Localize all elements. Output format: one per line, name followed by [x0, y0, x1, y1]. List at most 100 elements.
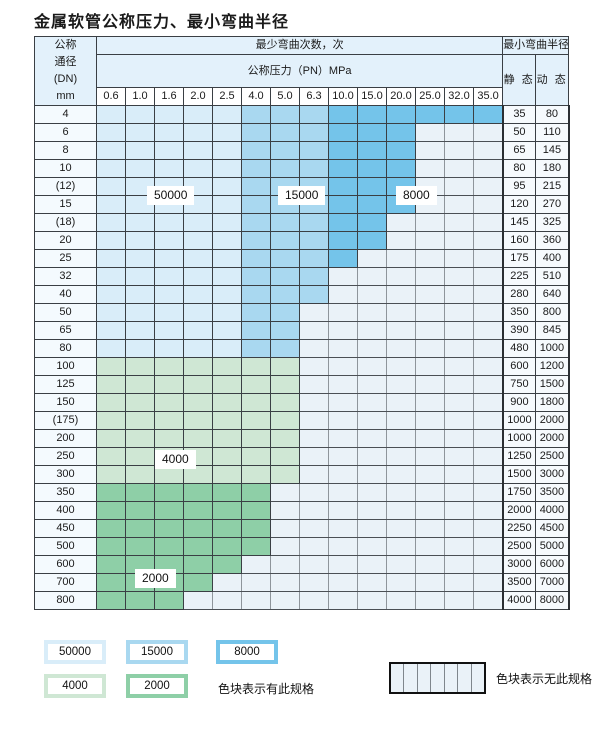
- grid-cell-empty: [357, 375, 387, 394]
- radius-dynamic-cell: 180: [535, 159, 570, 178]
- grid-cell-filled: [96, 339, 126, 358]
- pressure-col-header: 10.0: [328, 87, 358, 106]
- radius-static-cell: 3500: [501, 573, 537, 592]
- grid-cell-empty: [415, 429, 445, 448]
- grid-cell-empty: [472, 501, 504, 520]
- grid-cell-filled: [96, 555, 126, 574]
- dn-header-line-1: 公称: [54, 39, 77, 51]
- table-row: 350 1750 3500: [34, 483, 570, 502]
- grid-cell-filled: [212, 501, 242, 520]
- grid-cell-filled: [96, 357, 126, 376]
- grid-cell-filled: [96, 465, 126, 484]
- radius-static-cell: 2250: [501, 519, 537, 538]
- radius-static-cell: 4000: [501, 591, 537, 610]
- grid-cell-empty: [328, 573, 358, 592]
- grid-cell-filled: [241, 249, 271, 268]
- radius-static-cell: 350: [501, 303, 537, 322]
- grid-cell-filled: [241, 177, 271, 196]
- radius-dynamic-cell: 215: [535, 177, 570, 196]
- radius-dynamic-cell: 110: [535, 123, 570, 142]
- grid-cell-empty: [270, 591, 300, 610]
- grid-cell-empty: [415, 231, 445, 250]
- grid-cell-empty: [444, 537, 474, 556]
- grid-cell-filled: [241, 393, 271, 412]
- grid-cell-filled: [96, 501, 126, 520]
- grid-cell-empty: [415, 357, 445, 376]
- grid-cell-empty: [299, 573, 329, 592]
- radius-dynamic-cell: 4500: [535, 519, 570, 538]
- radius-static-cell: 390: [501, 321, 537, 340]
- grid-cell-filled: [299, 123, 329, 142]
- grid-cell-filled: [270, 429, 300, 448]
- grid-cell-filled: [125, 393, 155, 412]
- radius-static-cell: 750: [501, 375, 537, 394]
- pressure-col-header: 1.0: [125, 87, 155, 106]
- grid-cell-filled: [212, 411, 242, 430]
- grid-cell-filled: [125, 375, 155, 394]
- table-row: 20 160 360: [34, 231, 570, 250]
- grid-cell-filled: [270, 231, 300, 250]
- grid-cell-filled: [270, 357, 300, 376]
- radius-dynamic-cell: 2000: [535, 429, 570, 448]
- grid-cell-empty: [444, 303, 474, 322]
- grid-cell-filled: [96, 591, 126, 610]
- grid-cell-filled: [241, 519, 271, 538]
- radius-static-cell: 80: [501, 159, 537, 178]
- grid-cell-filled: [270, 249, 300, 268]
- grid-cell-filled: [96, 537, 126, 556]
- pressure-col-header: 4.0: [241, 87, 271, 106]
- grid-cell-empty: [386, 303, 416, 322]
- grid-cell-filled: [154, 321, 184, 340]
- region-value-tag: 15000: [278, 186, 326, 205]
- grid-cell-filled: [96, 573, 126, 592]
- grid-cell-empty: [444, 285, 474, 304]
- grid-cell-empty: [444, 213, 474, 232]
- grid-cell-empty: [386, 537, 416, 556]
- grid-cell-filled: [183, 249, 213, 268]
- grid-cell-filled: [183, 141, 213, 160]
- radius-dynamic-cell: 4000: [535, 501, 570, 520]
- grid-cell-empty: [328, 537, 358, 556]
- grid-cell-empty: [299, 357, 329, 376]
- dn-value-cell: 65: [34, 321, 97, 340]
- grid-cell-filled: [357, 195, 387, 214]
- grid-cell-filled: [212, 303, 242, 322]
- table-row: 200 1000 2000: [34, 429, 570, 448]
- grid-cell-empty: [386, 429, 416, 448]
- grid-cell-filled: [357, 159, 387, 178]
- grid-cell-filled: [154, 411, 184, 430]
- grid-cell-filled: [96, 159, 126, 178]
- grid-cell-empty: [212, 573, 242, 592]
- grid-cell-empty: [299, 537, 329, 556]
- grid-cell-filled: [125, 501, 155, 520]
- grid-cell-filled: [357, 213, 387, 232]
- grid-cell-empty: [357, 573, 387, 592]
- grid-cell-filled: [472, 105, 504, 124]
- grid-cell-empty: [415, 249, 445, 268]
- dn-value-cell: 15: [34, 195, 97, 214]
- grid-cell-empty: [472, 573, 504, 592]
- grid-cell-filled: [125, 231, 155, 250]
- pressure-col-header: 6.3: [299, 87, 329, 106]
- grid-cell-empty: [444, 195, 474, 214]
- radius-dynamic-cell: 1200: [535, 357, 570, 376]
- grid-cell-empty: [299, 591, 329, 610]
- grid-cell-empty: [328, 429, 358, 448]
- grid-cell-filled: [212, 555, 242, 574]
- grid-cell-filled: [328, 141, 358, 160]
- spec-table-container: 公称 通径 (DN) mm 最少弯曲次数，次 最小弯曲半径 公称压力（PN）MP…: [34, 36, 570, 610]
- grid-cell-empty: [472, 177, 504, 196]
- radius-static-cell: 1000: [501, 429, 537, 448]
- grid-cell-empty: [415, 573, 445, 592]
- grid-cell-empty: [415, 267, 445, 286]
- grid-cell-filled: [125, 429, 155, 448]
- grid-cell-filled: [212, 231, 242, 250]
- grid-cell-filled: [299, 105, 329, 124]
- table-row: 500 2500 5000: [34, 537, 570, 556]
- radius-static-cell: 2000: [501, 501, 537, 520]
- grid-cell-filled: [154, 285, 184, 304]
- grid-cell-filled: [386, 141, 416, 160]
- grid-cell-filled: [183, 321, 213, 340]
- grid-cell-filled: [154, 303, 184, 322]
